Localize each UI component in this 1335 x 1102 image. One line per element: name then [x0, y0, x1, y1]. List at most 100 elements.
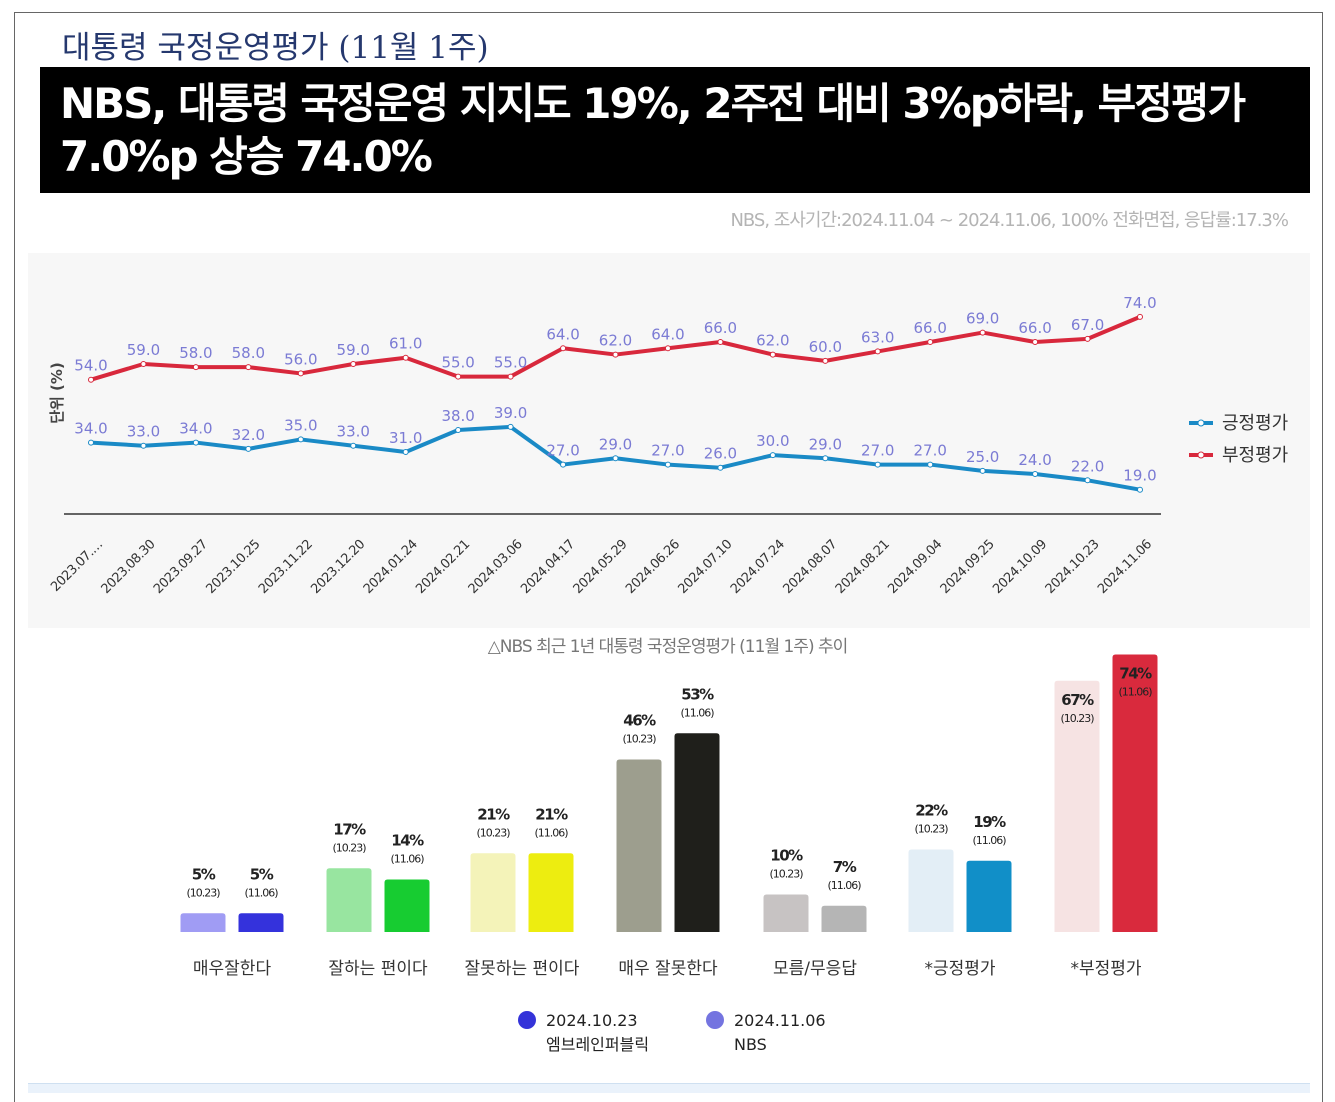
data-point [192, 439, 199, 446]
legend-source: NBS [734, 1035, 767, 1054]
bar-date-label: (10.23) [476, 826, 510, 839]
data-point [664, 345, 671, 352]
x-tick-label: 2024.10.23 [1043, 537, 1103, 597]
data-label: 58.0 [232, 344, 265, 362]
bar-date-label: (11.06) [827, 879, 861, 892]
data-point [402, 449, 409, 455]
data-point [350, 361, 357, 367]
legend-label: 긍정평가 [1222, 413, 1288, 434]
category-label: 매우 잘못한다 [618, 959, 718, 979]
category-label: 잘못하는 편이다 [465, 959, 580, 979]
data-point [717, 339, 724, 345]
bar-date-label: (11.06) [244, 886, 278, 899]
survey-source: NBS, 조사기간:2024.11.04 ~ 2024.11.06, 100% … [730, 210, 1289, 231]
legend-marker [1197, 451, 1205, 459]
x-tick-label: 2023.10.25 [203, 537, 263, 597]
x-tick-label: 2024.01.24 [361, 537, 421, 597]
headline-text: NBS, 대통령 국정운영 지지도 19%, 2주전 대비 3%p하락, 부정평… [60, 79, 1246, 181]
data-label: 64.0 [546, 325, 579, 343]
legend-marker [518, 1011, 536, 1029]
bar-date-label: (10.23) [622, 733, 656, 746]
data-label: 60.0 [809, 338, 842, 356]
bar-value-label: 46% [623, 712, 656, 730]
data-point [140, 361, 147, 367]
page-title: 대통령 국정운영평가 (11월 1주) [62, 30, 489, 66]
data-label: 29.0 [599, 435, 632, 453]
legend-marker [1197, 419, 1205, 427]
data-label: 66.0 [913, 319, 946, 337]
data-point [1032, 471, 1039, 477]
x-tick-label: 2024.07.10 [676, 537, 736, 597]
legend-label: 부정평가 [1222, 445, 1288, 466]
data-point [507, 373, 514, 380]
x-tick-label: 2024.08.21 [833, 537, 893, 597]
bar-date-label: (11.06) [1118, 686, 1152, 699]
x-tick-label: 2024.04.17 [518, 537, 578, 597]
data-point [88, 376, 94, 383]
data-label: 27.0 [651, 442, 684, 460]
data-point [402, 354, 409, 361]
data-point [769, 452, 776, 459]
data-label: 66.0 [704, 319, 737, 337]
x-tick-label: 2024.09.25 [938, 537, 998, 597]
bar-date-label: (10.23) [914, 823, 948, 836]
data-label: 67.0 [1071, 316, 1104, 334]
data-point [88, 439, 94, 446]
data-label: 33.0 [337, 423, 370, 441]
bar [528, 853, 574, 932]
data-label: 62.0 [756, 332, 789, 350]
x-tick-label: 2024.06.26 [623, 537, 683, 597]
bar-date-label: (11.06) [972, 834, 1006, 847]
data-label: 34.0 [74, 420, 107, 438]
data-label: 62.0 [599, 332, 632, 350]
bar-value-label: 19% [973, 813, 1006, 831]
bar-date-label: (11.06) [680, 706, 714, 719]
bar [908, 849, 954, 932]
bar [1054, 680, 1100, 932]
data-point [874, 348, 881, 355]
data-point [927, 461, 934, 468]
data-label: 58.0 [179, 344, 212, 362]
bar [763, 894, 809, 932]
bar-value-label: 10% [770, 847, 803, 865]
bar-value-label: 21% [535, 805, 568, 823]
data-label: 55.0 [494, 354, 527, 372]
bar-value-label: 5% [250, 865, 274, 883]
x-tick-label: 2023.11.22 [256, 537, 316, 597]
data-point [560, 345, 567, 352]
bar [470, 853, 516, 932]
x-tick-label: 2023.12.20 [308, 537, 368, 597]
bar-date-label: (10.23) [332, 841, 366, 854]
data-point [297, 436, 304, 443]
bar-value-label: 5% [192, 865, 216, 883]
bar [616, 759, 662, 932]
data-label: 32.0 [232, 426, 265, 444]
bar [326, 868, 372, 932]
data-label: 30.0 [756, 432, 789, 450]
legend-source: 엠브레인퍼블릭 [546, 1035, 649, 1054]
data-label: 29.0 [809, 435, 842, 453]
bar-value-label: 7% [833, 858, 857, 876]
data-point [560, 461, 567, 468]
bar-date-label: (10.23) [186, 886, 220, 899]
data-label: 61.0 [389, 335, 422, 353]
x-tick-label: 2024.02.21 [413, 537, 473, 597]
data-label: 27.0 [913, 442, 946, 460]
data-point [769, 351, 776, 358]
data-point [874, 461, 881, 468]
data-label: 64.0 [651, 325, 684, 343]
data-label: 27.0 [546, 442, 579, 460]
x-tick-label: 2023.09.27 [151, 537, 211, 597]
category-label: 잘하는 편이다 [328, 959, 428, 979]
data-point [612, 455, 619, 462]
bar-value-label: 14% [391, 832, 424, 850]
bar-date-label: (10.23) [1060, 712, 1094, 725]
category-label: *부정평가 [1070, 959, 1141, 979]
data-point [717, 464, 724, 471]
legend-date: 2024.11.06 [734, 1011, 826, 1030]
data-label: 27.0 [861, 442, 894, 460]
headline-banner: NBS, 대통령 국정운영 지지도 19%, 2주전 대비 3%p하락, 부정평… [40, 67, 1310, 193]
bar-date-label: (11.06) [390, 853, 424, 866]
data-label: 66.0 [1018, 319, 1051, 337]
trend-chart-caption: △NBS 최근 1년 대통령 국정운영평가 (11월 1주) 추이 [487, 637, 849, 657]
